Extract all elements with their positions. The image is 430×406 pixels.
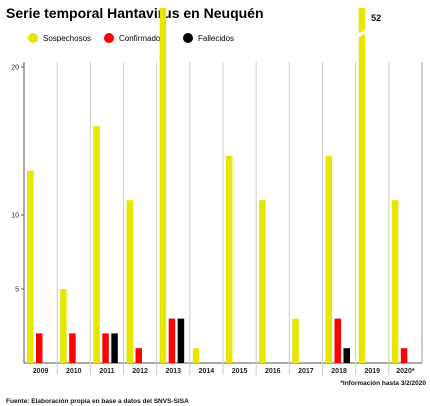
bar-sospechosos-2013	[159, 8, 167, 363]
x-tick-label: 2019	[364, 368, 380, 375]
legend-marker-confirmados	[104, 33, 114, 43]
bar-sospechosos-2010	[60, 289, 67, 363]
legend-label-confirmados: Confirmados	[119, 34, 164, 43]
bar-sospechosos-2017	[292, 318, 299, 363]
x-tick-label: 2014	[199, 368, 215, 375]
y-tick-label: 20	[11, 65, 19, 72]
bar-confirmados-2009	[36, 333, 43, 363]
bar-confirmados-2013	[168, 318, 176, 363]
axis-break-marker	[357, 29, 367, 38]
x-tick-label: 2011	[99, 368, 114, 375]
chart-title: Serie temporal Hantavirus en Neuquén	[6, 5, 264, 21]
bar-sospechosos-2014	[192, 348, 200, 363]
x-tick-label: 2018	[331, 368, 347, 375]
bar-fallecidos-2018	[343, 348, 350, 363]
bar-sospechosos-2016	[259, 200, 266, 363]
x-tick-label: 2012	[132, 368, 148, 375]
bar-sospechosos-2020	[391, 200, 399, 363]
bar-fallecidos-2011	[111, 333, 118, 363]
bar-sospechosos-2011	[93, 126, 100, 363]
x-tick-label: 2013	[165, 368, 181, 375]
y-tick-label: 10	[11, 213, 19, 220]
plot-area: 5 10 20 2009 2010 2011 2012 2013 2014 2015 2016 201…	[11, 8, 423, 375]
x-tick-label: 2020*	[396, 368, 415, 375]
bar-sospechosos-2012	[126, 200, 133, 363]
x-tick-label: 2017	[298, 368, 314, 375]
legend-label-fallecidos: Fallecidos	[198, 34, 234, 43]
legend: Sospechosos Confirmados Fallecidos	[28, 33, 234, 43]
x-tick-label: 2010	[66, 368, 82, 375]
x-tick-label: 2009	[33, 368, 49, 375]
bar-confirmados-2011	[102, 333, 109, 363]
bar-confirmados-2010	[69, 333, 76, 363]
value-label: 52	[371, 13, 381, 23]
source-note: Fuente: Elaboración propia en base a dat…	[6, 398, 189, 405]
bar-confirmados-2018	[334, 318, 341, 363]
y-tick-label: 5	[15, 287, 19, 294]
bar-sospechosos-2015	[226, 155, 233, 363]
bar-sospechosos-2018	[325, 155, 332, 363]
bar-sospechosos-2019	[358, 8, 366, 363]
legend-label-sospechosos: Sospechosos	[43, 34, 91, 43]
legend-marker-fallecidos	[183, 33, 193, 43]
x-tick-label: 2015	[232, 368, 248, 375]
footnote: *Información hasta 3/2/2020	[340, 380, 426, 387]
x-tick-label: 2016	[265, 368, 281, 375]
bar-fallecidos-2013	[177, 318, 185, 363]
bar-confirmados-2012	[135, 348, 142, 363]
legend-marker-sospechosos	[28, 33, 38, 43]
bar-sospechosos-2009	[27, 170, 34, 363]
bar-confirmados-2020	[400, 348, 408, 363]
